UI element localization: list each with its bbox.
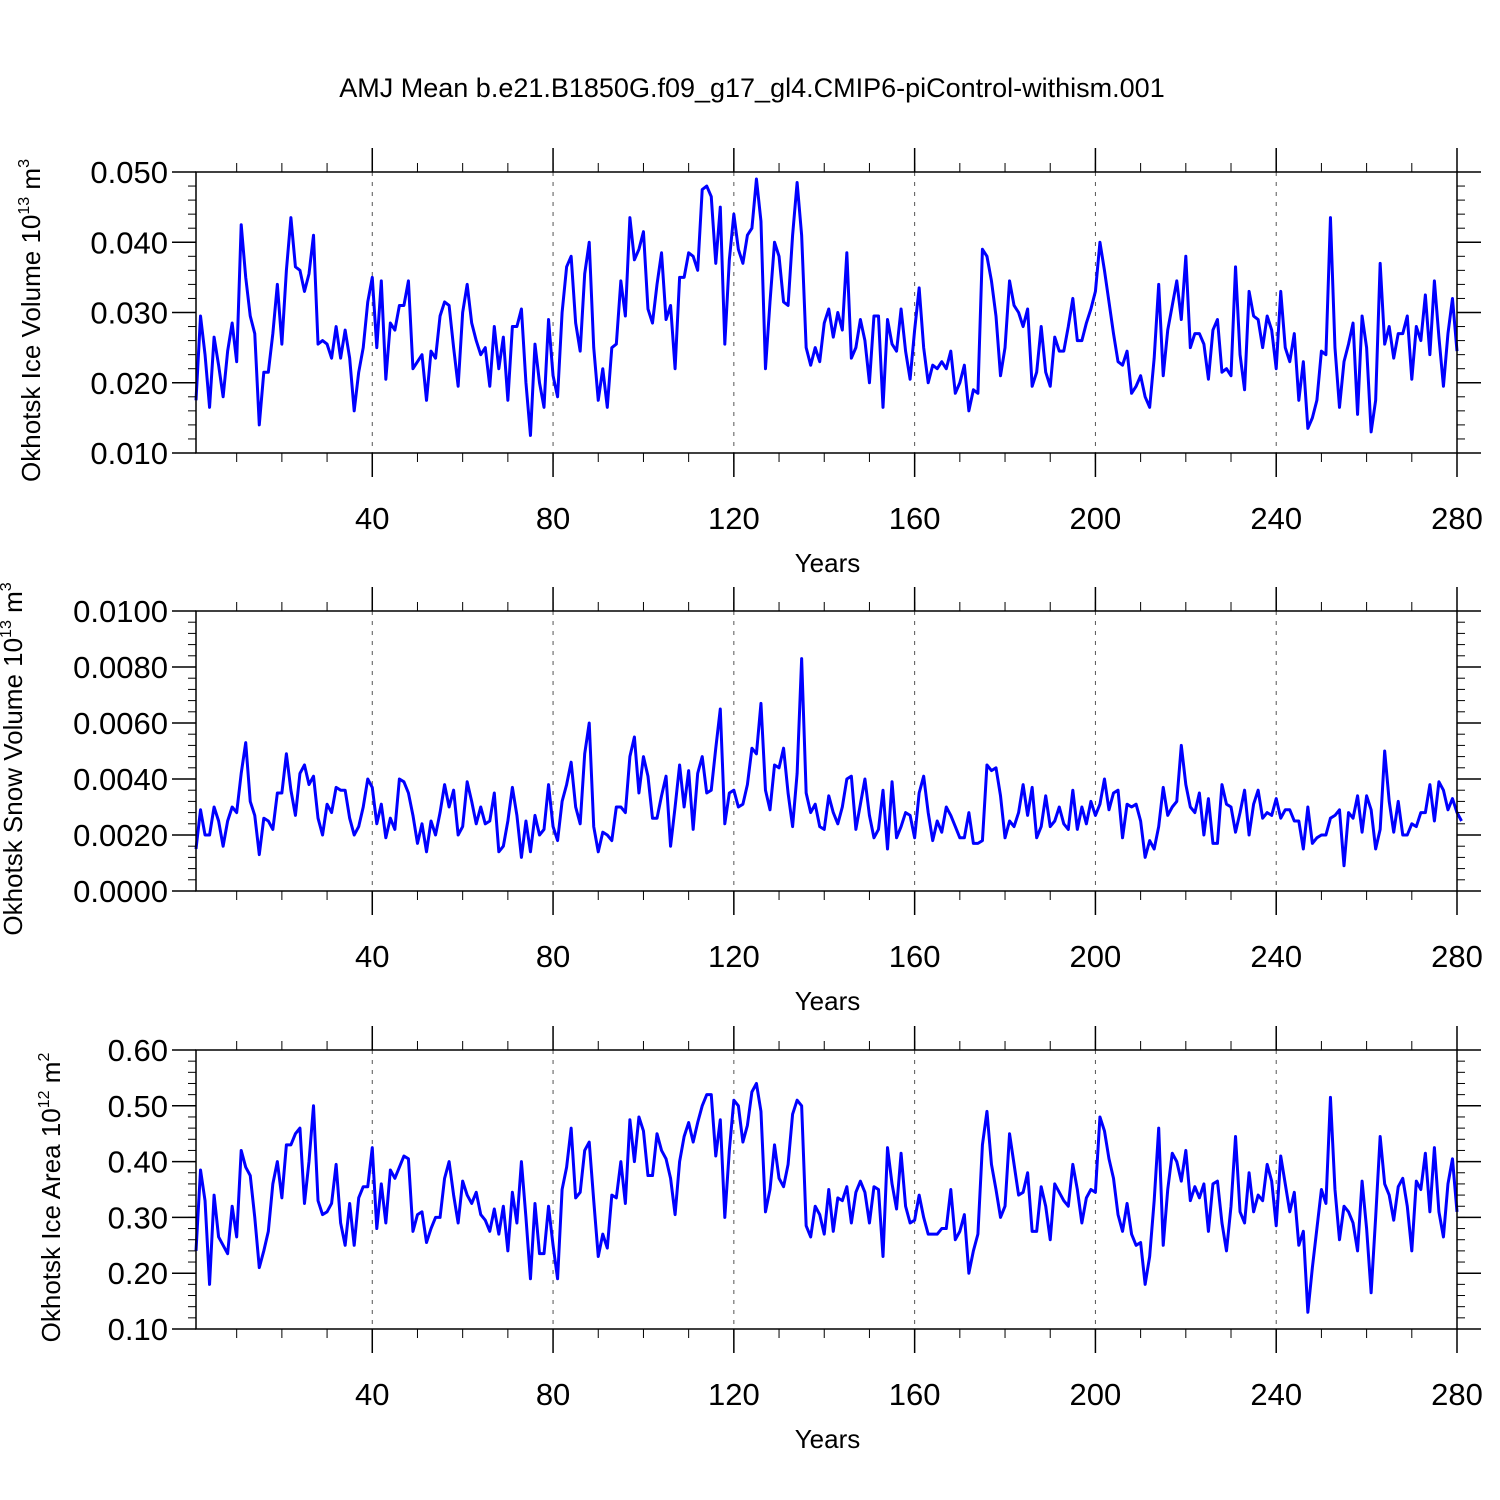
x-tick-label: 120 <box>708 1377 760 1412</box>
y-axis-label-unit: m <box>0 591 28 620</box>
y-axis-label-unit-exponent: 2 <box>36 1053 53 1062</box>
y-tick-label: 0.30 <box>108 1200 168 1235</box>
x-axis-label: Years <box>795 1424 861 1454</box>
y-axis-label-unit: m <box>36 1062 66 1091</box>
y-tick-label: 0.10 <box>108 1312 168 1347</box>
x-tick-label: 80 <box>536 939 570 974</box>
x-tick-label: 40 <box>355 1377 389 1412</box>
panel-ice-volume: 0.010 0.020 0.030 0.040 0.050 40 80 120 160 200 24… <box>16 148 1483 578</box>
x-tick-label: 120 <box>708 501 760 536</box>
series-line <box>194 177 1459 437</box>
y-tick-label: 0.50 <box>108 1089 168 1124</box>
x-tick-label: 240 <box>1250 501 1302 536</box>
series-line <box>194 1081 1459 1314</box>
y-axis-label: Okhotsk Snow Volume 1013 m3 <box>0 582 28 935</box>
y-tick-label: 0.20 <box>108 1256 168 1291</box>
y-tick-label: 0.0040 <box>73 762 168 797</box>
plot-frame <box>195 610 1458 892</box>
series-line <box>194 657 1463 868</box>
x-tick-label: 240 <box>1250 939 1302 974</box>
y-tick-label: 0.010 <box>90 436 168 471</box>
panel-ice-area: 0.10 0.20 0.30 0.40 0.50 0.60 40 80 120 160 200 240… <box>36 1026 1483 1454</box>
y-tick-label: 0.0080 <box>73 650 168 685</box>
x-tick-label: 280 <box>1431 1377 1483 1412</box>
x-tick-label: 40 <box>355 501 389 536</box>
y-axis-label-main: Okhotsk Ice Area 10 <box>36 1108 66 1342</box>
y-tick-label: 0.020 <box>90 366 168 401</box>
x-axis-label: Years <box>795 548 861 578</box>
y-tick-label: 0.0020 <box>73 818 168 853</box>
x-tick-label: 280 <box>1431 501 1483 536</box>
y-axis-label-exponent: 13 <box>16 197 33 215</box>
panel-snow-volume: 0.0000 0.0020 0.0040 0.0060 0.0080 0.0100 40 80… <box>0 582 1483 1016</box>
x-tick-label: 200 <box>1070 1377 1122 1412</box>
x-tick-label: 160 <box>889 501 941 536</box>
x-axis-label: Years <box>795 986 861 1016</box>
x-tick-label: 200 <box>1070 501 1122 536</box>
y-axis-label: Okhotsk Ice Volume 1013 m3 <box>16 159 46 482</box>
y-tick-label: 0.030 <box>90 296 168 331</box>
y-axis-label: Okhotsk Ice Area 1012 m2 <box>36 1053 66 1343</box>
y-axis-label-exponent: 13 <box>0 620 15 638</box>
x-tick-label: 160 <box>889 939 941 974</box>
figure-title: AMJ Mean b.e21.B1850G.f09_g17_gl4.CMIP6-… <box>339 73 1164 103</box>
y-tick-label: 0.0000 <box>73 874 168 909</box>
y-tick-label: 0.050 <box>90 155 168 190</box>
y-tick-label: 0.40 <box>108 1145 168 1180</box>
y-axis-label-unit: m <box>16 168 46 197</box>
y-axis-label-unit-exponent: 3 <box>0 582 15 591</box>
y-tick-label: 0.0100 <box>73 594 168 629</box>
y-axis-label-exponent: 12 <box>36 1090 53 1108</box>
x-tick-label: 80 <box>536 501 570 536</box>
x-tick-label: 40 <box>355 939 389 974</box>
x-tick-label: 280 <box>1431 939 1483 974</box>
plot-frame <box>195 1049 1458 1330</box>
y-tick-label: 0.0060 <box>73 706 168 741</box>
y-axis-label-main: Okhotsk Snow Volume 10 <box>0 638 28 936</box>
x-tick-label: 120 <box>708 939 760 974</box>
y-tick-label: 0.040 <box>90 225 168 260</box>
x-tick-label: 200 <box>1070 939 1122 974</box>
y-axis-label-unit-exponent: 3 <box>16 159 33 168</box>
y-axis-label-main: Okhotsk Ice Volume 10 <box>16 215 46 482</box>
y-tick-label: 0.60 <box>108 1033 168 1068</box>
x-tick-label: 160 <box>889 1377 941 1412</box>
x-tick-label: 240 <box>1250 1377 1302 1412</box>
x-tick-label: 80 <box>536 1377 570 1412</box>
